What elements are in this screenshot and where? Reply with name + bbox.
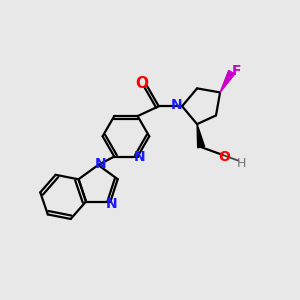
Text: N: N (95, 157, 106, 170)
Text: N: N (106, 196, 118, 211)
Text: N: N (134, 150, 146, 164)
Polygon shape (197, 124, 205, 148)
Polygon shape (220, 70, 235, 92)
Text: O: O (219, 150, 230, 164)
Text: N: N (171, 98, 183, 112)
Text: O: O (135, 76, 148, 91)
Text: H: H (237, 157, 246, 169)
Text: F: F (231, 64, 241, 78)
